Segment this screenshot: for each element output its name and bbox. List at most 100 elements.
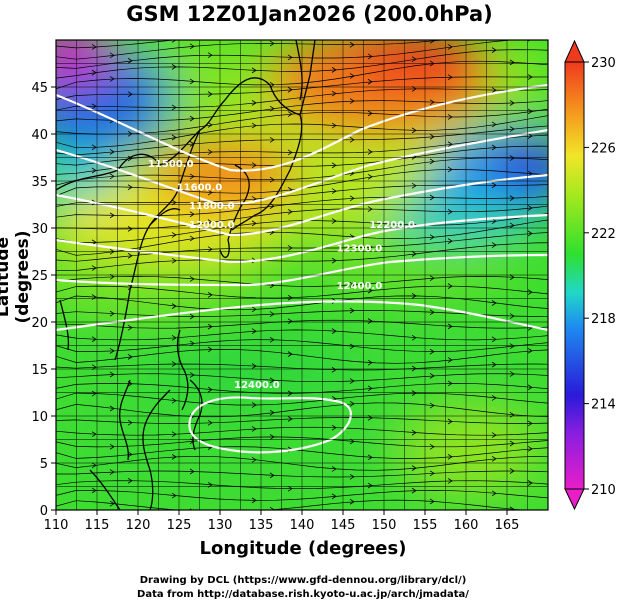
x-tick-label: 115 — [85, 518, 110, 533]
colorbar-tick-label: 230 — [591, 56, 616, 71]
colorbar-body — [564, 61, 585, 490]
streamline-arrow — [509, 371, 515, 377]
streamline-arrow — [251, 122, 257, 129]
y-tick-label: 45 — [31, 81, 48, 96]
streamline-arrow — [447, 478, 453, 484]
streamline-arrow — [287, 208, 293, 215]
streamline-arrow — [331, 366, 337, 373]
streamline-arrow — [189, 276, 195, 282]
streamline — [56, 40, 178, 49]
streamline-arrow — [411, 334, 417, 341]
streamline-arrow — [411, 465, 417, 471]
streamline-arrow — [447, 283, 453, 289]
streamline-arrow — [189, 313, 195, 320]
streamline-arrow — [491, 336, 497, 343]
colorbar: 210 214 218 222 226 230 — [564, 39, 616, 511]
streamline-arrow — [509, 126, 515, 132]
streamline-arrow — [287, 351, 293, 357]
streamline-arrow — [207, 346, 213, 353]
streamline-arrow — [251, 497, 257, 504]
streamline-arrow — [127, 354, 133, 360]
streamline-arrow — [349, 195, 355, 202]
streamline-arrow — [349, 400, 355, 407]
streamline — [56, 285, 548, 299]
streamline-arrow — [429, 373, 435, 379]
x-tick-label: 125 — [167, 518, 192, 533]
streamline — [56, 436, 548, 448]
streamline — [56, 329, 548, 341]
streamline-arrow — [287, 54, 293, 61]
streamline-arrow — [287, 390, 293, 397]
streamline-arrow — [509, 411, 515, 418]
streamline-arrow — [287, 86, 293, 93]
streamline-arrow — [447, 141, 453, 148]
contour-label: 11800.0 — [189, 201, 235, 212]
streamline — [56, 205, 548, 230]
streamline-arrow — [331, 328, 337, 334]
streamline-arrow — [411, 365, 417, 372]
streamline-arrow — [367, 53, 373, 60]
streamline-arrow — [269, 311, 275, 317]
streamline-arrow — [491, 361, 497, 368]
streamline-arrow — [411, 127, 417, 134]
streamline-arrow — [171, 104, 177, 111]
streamline-arrow — [269, 434, 275, 440]
streamline — [56, 184, 548, 207]
streamline-arrow — [491, 144, 497, 151]
streamline-arrow — [349, 378, 355, 384]
streamline-arrow — [367, 287, 373, 294]
streamline — [56, 363, 548, 371]
streamline-arrow — [331, 188, 337, 194]
streamline-arrow — [429, 234, 435, 241]
streamline-arrow — [429, 40, 435, 44]
streamline-arrow — [331, 122, 337, 129]
streamline-arrow — [269, 409, 275, 416]
colorbar-tick-label: 218 — [591, 312, 616, 327]
streamline-arrow — [491, 455, 497, 462]
streamline-arrow — [171, 64, 177, 70]
streamline-arrow — [287, 245, 293, 251]
streamline — [56, 219, 548, 256]
x-tick-label: 160 — [454, 518, 479, 533]
y-axis-label: Latitude (degrees) — [0, 230, 33, 324]
streamline-arrow — [251, 426, 257, 432]
streamline-arrow — [269, 176, 275, 183]
streamline-arrow — [91, 265, 97, 271]
streamline-arrow — [349, 41, 355, 48]
contour-label: 12400.0 — [337, 281, 383, 292]
streamline-arrow — [171, 134, 177, 141]
streamline-arrow — [109, 469, 115, 475]
x-tick-label: 140 — [290, 518, 315, 533]
streamline — [56, 319, 548, 329]
x-tick-label: 120 — [126, 518, 151, 533]
streamline-arrow — [287, 149, 293, 156]
streamline-arrow — [509, 313, 515, 319]
streamline-arrow — [447, 380, 453, 387]
x-tick-label: 145 — [331, 518, 356, 533]
streamline-arrow — [91, 431, 97, 437]
streamline-arrow — [429, 309, 435, 316]
streamline-arrow — [491, 182, 497, 189]
streamline-arrow — [109, 173, 115, 180]
streamline-arrow — [447, 418, 453, 425]
grid-lines — [56, 40, 548, 510]
streamline-arrow — [127, 91, 133, 98]
streamline-arrow — [171, 334, 177, 341]
y-tick-labels: 0 5 10 15 20 25 30 35 40 45 — [31, 81, 56, 519]
streamline-arrow — [411, 390, 417, 396]
streamline-arrow — [527, 108, 533, 115]
streamline — [56, 125, 548, 156]
streamline-arrow — [367, 385, 373, 392]
streamline-arrow — [127, 419, 133, 426]
x-tick-label: 130 — [208, 518, 233, 533]
streamline-arrow — [251, 402, 257, 408]
streamline-arrow — [509, 155, 515, 161]
streamline-arrow — [509, 59, 515, 66]
streamline-arrow — [91, 44, 97, 50]
streamline-arrow — [447, 166, 453, 173]
streamline-arrow — [207, 189, 213, 196]
streamline-arrow — [447, 357, 453, 363]
streamline-arrow — [429, 133, 435, 140]
streamline-arrow — [509, 274, 515, 281]
streamline-arrow — [491, 242, 497, 248]
